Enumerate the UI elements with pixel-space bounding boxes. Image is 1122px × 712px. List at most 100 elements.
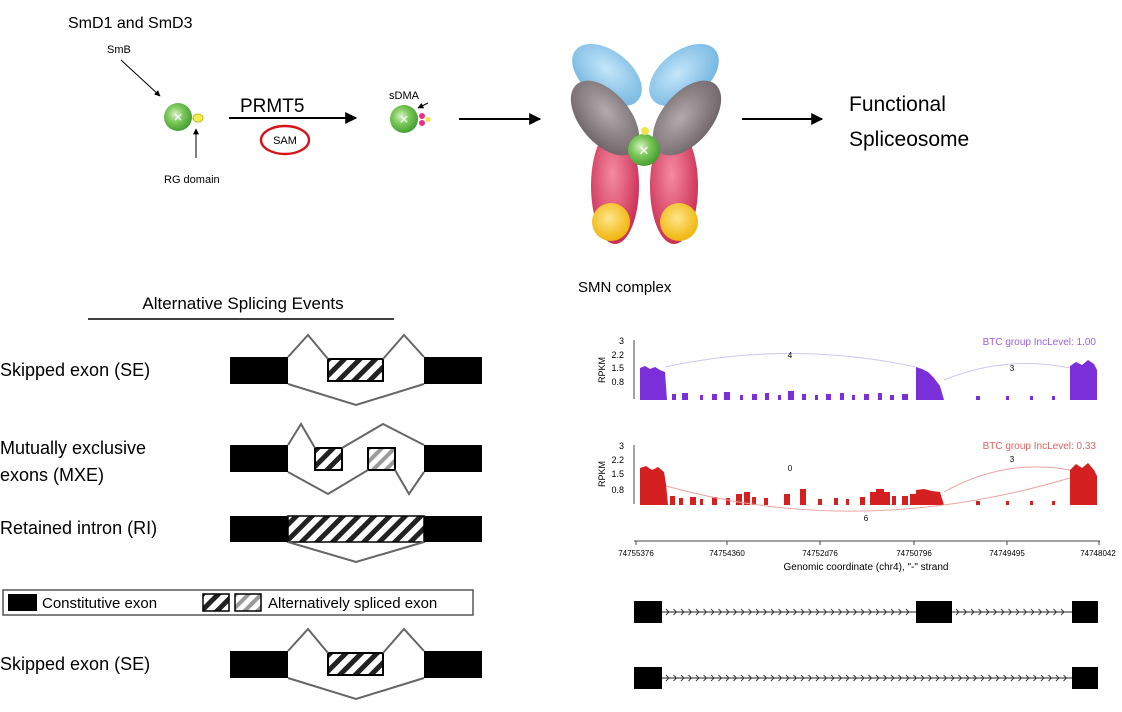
track-1-ytick-3: 3 bbox=[619, 336, 624, 346]
strand-chevron bbox=[763, 674, 768, 682]
sashimi-x-axis: 74755376 74754360 74752d76 74750796 7474… bbox=[618, 540, 1116, 573]
strand-chevron bbox=[695, 674, 700, 682]
strand-chevron bbox=[755, 674, 760, 682]
sdma-pointer-arrow bbox=[417, 102, 429, 109]
track-1-junction-count-2: 3 bbox=[1010, 364, 1015, 373]
strand-chevron bbox=[898, 674, 903, 682]
track-1-junction-arc-1 bbox=[664, 353, 917, 368]
strand-chevron bbox=[755, 608, 760, 616]
strand-chevron bbox=[898, 608, 903, 616]
strand-chevron bbox=[1000, 608, 1005, 616]
track-1-ytick-1-5: 1.5 bbox=[611, 363, 624, 373]
legend: Constitutive exon Alternatively spliced … bbox=[2, 589, 474, 616]
event-label-line-2: exons (MXE) bbox=[0, 465, 104, 485]
strand-chevron bbox=[710, 674, 715, 682]
strand-chevron bbox=[860, 674, 865, 682]
strand-chevron bbox=[770, 674, 775, 682]
rg-domain bbox=[192, 113, 204, 123]
event-label: Retained intron (RI) bbox=[0, 518, 157, 538]
strand-chevron bbox=[793, 608, 798, 616]
sm-protein bbox=[164, 103, 192, 131]
strand-chevron bbox=[1025, 674, 1030, 682]
strand-chevron bbox=[853, 608, 858, 616]
strand-chevron bbox=[823, 608, 828, 616]
x-tick-label: 74755376 bbox=[618, 549, 654, 558]
track-1-junction-count-1: 4 bbox=[788, 351, 793, 360]
output-line-1: Functional bbox=[849, 93, 946, 116]
strand-chevron bbox=[838, 674, 843, 682]
track-1-ylabel: RPKM bbox=[597, 357, 607, 383]
smn-bound-sm-protein bbox=[628, 134, 660, 166]
strand-chevron bbox=[958, 674, 963, 682]
track-1-ytick-2-2: 2.2 bbox=[611, 350, 624, 360]
track-2-coverage-exon-2 bbox=[916, 489, 944, 505]
sdma-mark-right bbox=[425, 116, 431, 123]
strand-chevron bbox=[785, 608, 790, 616]
sm-proteins-label: SmD1 and SmD3 bbox=[68, 15, 193, 32]
strand-chevron bbox=[965, 674, 970, 682]
isoform-exon-1 bbox=[634, 667, 662, 689]
strand-chevron bbox=[875, 674, 880, 682]
sam-highlight-circle bbox=[259, 124, 311, 156]
smn-bound-sdma-mark bbox=[641, 127, 649, 135]
strand-chevron bbox=[725, 674, 730, 682]
skipping-junction bbox=[287, 383, 425, 407]
strand-chevron bbox=[800, 608, 805, 616]
isoform-exon-3 bbox=[1072, 601, 1098, 623]
constitutive-exon-downstream bbox=[424, 357, 482, 384]
strand-chevron bbox=[1030, 608, 1035, 616]
transcript-isoform-skipping bbox=[634, 667, 1098, 689]
smb-label: SmB bbox=[107, 44, 131, 56]
rg-domain-label: RG domain bbox=[164, 174, 220, 186]
strand-chevron bbox=[1015, 608, 1020, 616]
strand-chevron bbox=[808, 608, 813, 616]
sashimi-plot: RPKM 3 2.2 1.5 0.8 bbox=[597, 336, 1116, 689]
track-1-coverage-exon-3 bbox=[1070, 360, 1097, 400]
isoform-exon-3 bbox=[1072, 667, 1098, 689]
exon-one-junction-down bbox=[341, 422, 425, 449]
strand-chevron bbox=[665, 608, 670, 616]
strand-chevron bbox=[718, 608, 723, 616]
legend-constitutive-swatch bbox=[8, 594, 37, 611]
constitutive-exon-upstream bbox=[230, 516, 288, 542]
strand-chevron bbox=[815, 608, 820, 616]
strand-chevron bbox=[673, 674, 678, 682]
track-1-annotation: BTC group IncLevel: 1.00 bbox=[983, 337, 1097, 348]
cofactor-label: SAM bbox=[273, 135, 297, 147]
track-2-ylabel: RPKM bbox=[597, 461, 607, 487]
splicing-events: Alternative Splicing Events Skipped exon… bbox=[0, 294, 482, 701]
strand-chevron bbox=[778, 608, 783, 616]
constitutive-exon-upstream bbox=[230, 651, 288, 678]
strand-chevron bbox=[830, 608, 835, 616]
strand-chevron bbox=[955, 608, 960, 616]
strand-chevron bbox=[808, 674, 813, 682]
strand-chevron bbox=[935, 674, 940, 682]
track-1-coverage-intronic bbox=[672, 391, 1055, 400]
strand-chevron bbox=[985, 608, 990, 616]
track-2-ytick-3: 3 bbox=[619, 441, 624, 451]
track-2-ytick-1-5: 1.5 bbox=[611, 469, 624, 479]
constitutive-exon-upstream bbox=[230, 357, 288, 384]
splicing-junction bbox=[287, 541, 425, 564]
output-line-2: Spliceosome bbox=[849, 128, 969, 151]
strand-chevron bbox=[920, 674, 925, 682]
strand-chevron bbox=[883, 674, 888, 682]
event-label-line-1: Mutually exclusive bbox=[0, 438, 146, 458]
exon-two-junction-down bbox=[394, 469, 425, 496]
strand-chevron bbox=[770, 608, 775, 616]
x-tick-label: 74749495 bbox=[989, 549, 1025, 558]
isoform-exon-2 bbox=[916, 601, 952, 623]
strand-chevron bbox=[995, 674, 1000, 682]
strand-chevron bbox=[1018, 674, 1023, 682]
constitutive-exon-downstream bbox=[424, 516, 482, 542]
sashimi-track-btc-skipped: RPKM 3 2.2 1.5 0.8 bbox=[597, 441, 1097, 523]
sm-protein-mark: ✕ bbox=[173, 111, 183, 125]
event-mutually-exclusive: Mutually exclusive exons (MXE) bbox=[0, 422, 482, 496]
sdma-mark-bottom bbox=[419, 120, 425, 126]
inclusion-junction-left bbox=[287, 333, 329, 360]
constitutive-exon-downstream bbox=[424, 651, 482, 678]
smn-yellow-subunit-right bbox=[660, 203, 698, 241]
track-2-coverage-exon-1 bbox=[640, 466, 668, 505]
strand-chevron bbox=[1048, 674, 1053, 682]
